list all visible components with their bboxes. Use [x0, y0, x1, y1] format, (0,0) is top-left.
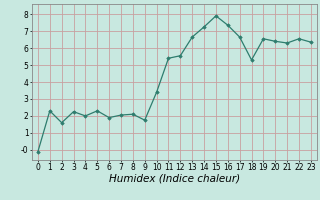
X-axis label: Humidex (Indice chaleur): Humidex (Indice chaleur) [109, 174, 240, 184]
